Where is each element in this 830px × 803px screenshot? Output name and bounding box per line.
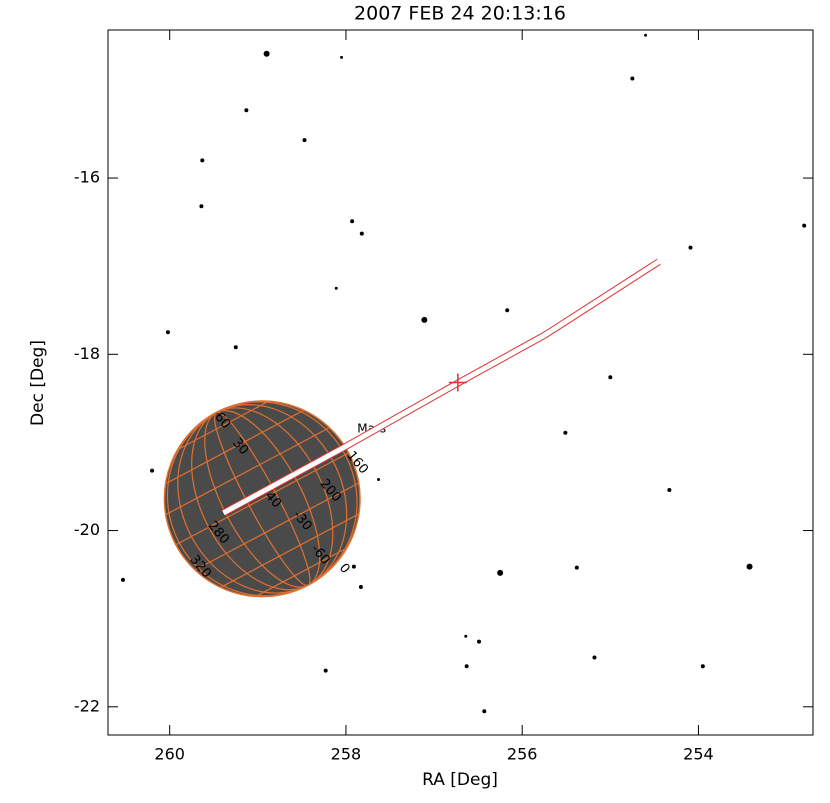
star: [199, 204, 204, 209]
x-tick-label: 256: [507, 745, 538, 764]
star: [150, 468, 155, 473]
parallel: [203, 504, 377, 598]
star: [497, 569, 504, 576]
star: [358, 584, 363, 589]
star: [592, 655, 597, 660]
x-tick-label: 260: [154, 745, 185, 764]
parallel: [148, 400, 322, 494]
star: [464, 634, 468, 638]
y-axis-label: Dec [Deg]: [28, 340, 48, 426]
y-tick-label: -20: [74, 520, 100, 539]
parallel: [175, 452, 349, 546]
star: [667, 488, 672, 493]
star: [351, 564, 356, 569]
star: [340, 55, 344, 59]
star: [746, 563, 753, 570]
star: [630, 76, 635, 81]
star: [120, 577, 125, 582]
parallel: [190, 480, 364, 573]
x-axis-label: RA [Deg]: [422, 770, 498, 790]
star: [688, 245, 693, 250]
plot-frame: [107, 29, 814, 736]
star: [233, 345, 238, 350]
track-inner: [222, 259, 661, 516]
planet-grid-label: 0: [336, 561, 353, 577]
position-marker: [448, 373, 467, 392]
star: [464, 664, 469, 669]
star: [244, 108, 249, 113]
star: [644, 33, 648, 37]
y-tick-label: -22: [74, 696, 100, 715]
star: [802, 223, 807, 228]
star: [482, 709, 487, 714]
star: [608, 375, 613, 380]
star: [165, 330, 170, 335]
star: [563, 430, 568, 435]
star: [574, 565, 579, 570]
star: [359, 231, 364, 236]
x-tick-label: 254: [683, 745, 714, 764]
x-tick-label: 258: [331, 745, 362, 764]
star: [302, 138, 307, 143]
star: [700, 664, 705, 669]
y-tick-label: -18: [74, 344, 100, 363]
star: [350, 219, 355, 224]
parallel: [160, 424, 335, 518]
star: [334, 286, 338, 290]
star: [505, 308, 510, 313]
star: [421, 316, 428, 323]
y-tick-label: -16: [74, 168, 100, 187]
star: [200, 158, 205, 163]
star: [323, 668, 328, 673]
star: [377, 477, 381, 481]
chart-title: 2007 FEB 24 20:13:16: [354, 3, 566, 25]
star: [263, 50, 270, 57]
star: [477, 639, 482, 644]
